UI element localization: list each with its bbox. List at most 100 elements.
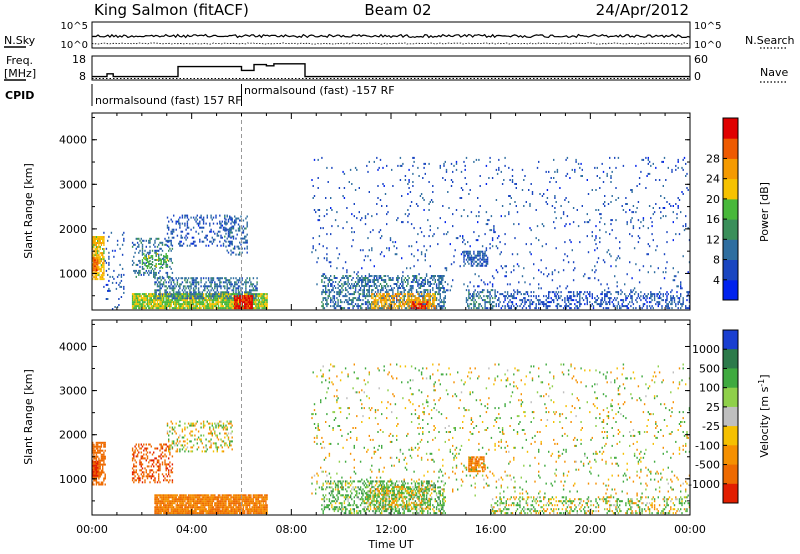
power-cell [652,239,654,242]
power-cell [160,305,162,308]
power-cell [100,274,103,277]
power-cell [205,295,207,298]
power-cell [408,293,410,296]
nave-tick-bottom: 0 [694,70,701,83]
power-cell [605,303,607,306]
velocity-cell [98,475,100,478]
power-cell [195,295,197,298]
power-cell [432,287,434,289]
power-cell [133,297,135,300]
power-cell [229,233,231,236]
power-cell [160,261,162,263]
power-cell [179,240,181,243]
power-cell [236,233,238,236]
power-cell [237,289,240,292]
power-cell [173,297,175,300]
power-cell [440,287,443,289]
power-cell [610,293,612,296]
power-cell [168,295,170,298]
power-cell [469,297,471,300]
velocity-cell [131,467,134,470]
power-cell [489,156,491,159]
power-cell [417,166,419,169]
power-cell [632,307,635,310]
power-cell [151,267,154,270]
power-cell [604,293,606,296]
power-cell [159,299,161,302]
power-cell [352,297,354,300]
power-cell [686,172,688,175]
power-cell [629,301,631,304]
power-cell [631,297,633,300]
power-cell [250,299,252,302]
power-cell [196,307,198,310]
power-cell [616,257,618,260]
power-cell [473,297,475,300]
power-cell [384,297,387,300]
power-cell [477,221,479,224]
power-cell [115,287,118,290]
power-cell [468,258,470,261]
power-cell [95,242,98,244]
power-cell [171,236,174,239]
power-cell [637,235,640,238]
power-cell [195,307,197,310]
power-cell [523,293,525,296]
power-cell [653,299,656,302]
power-cell [104,259,106,262]
power-cell [478,252,480,255]
power-cell [399,303,402,306]
power-cell [94,265,96,268]
power-cell [256,277,258,280]
power-cell [510,301,512,304]
power-cell [388,247,390,250]
velocity-cell [93,449,95,452]
power-cell [572,207,575,209]
power-cell [196,301,198,304]
power-cell [252,295,255,298]
power-cell [225,299,227,302]
power-cell [468,291,470,294]
power-cell [368,289,370,292]
power-cell [121,267,124,270]
velocity-cell [95,479,98,482]
power-cell [430,303,433,306]
power-cell [371,215,373,218]
power-cell [543,305,545,308]
power-cell [440,307,443,310]
power-cell [200,226,202,229]
power-cell [378,305,380,308]
power-cell [485,254,488,257]
power-cell [478,235,480,238]
power-cell [648,305,651,308]
power-cell [513,269,515,272]
power-cell [135,297,137,300]
power-cell [103,262,105,265]
velocity-cell [98,459,100,462]
power-cell [241,291,243,294]
power-cell [397,295,399,298]
velocity-cell [95,474,98,477]
power-cell [402,162,404,165]
power-cell [241,295,243,298]
power-cell [196,303,198,306]
power-cell [255,287,257,290]
power-cell [660,211,662,214]
power-cell [447,231,449,234]
power-cell [200,295,202,298]
power-cell [156,295,159,298]
power-cell [499,293,501,296]
power-cell [222,226,225,229]
power-cell [408,179,410,181]
power-cell [409,191,412,193]
power-cell [363,285,365,287]
power-cell [435,307,438,310]
power-cell [401,291,403,294]
power-cell [174,301,176,304]
power-cell [384,295,387,298]
power-cell [250,307,252,310]
power-cell [224,235,226,238]
power-cell [357,281,359,283]
power-cell [506,291,509,294]
power-cell [650,291,652,294]
